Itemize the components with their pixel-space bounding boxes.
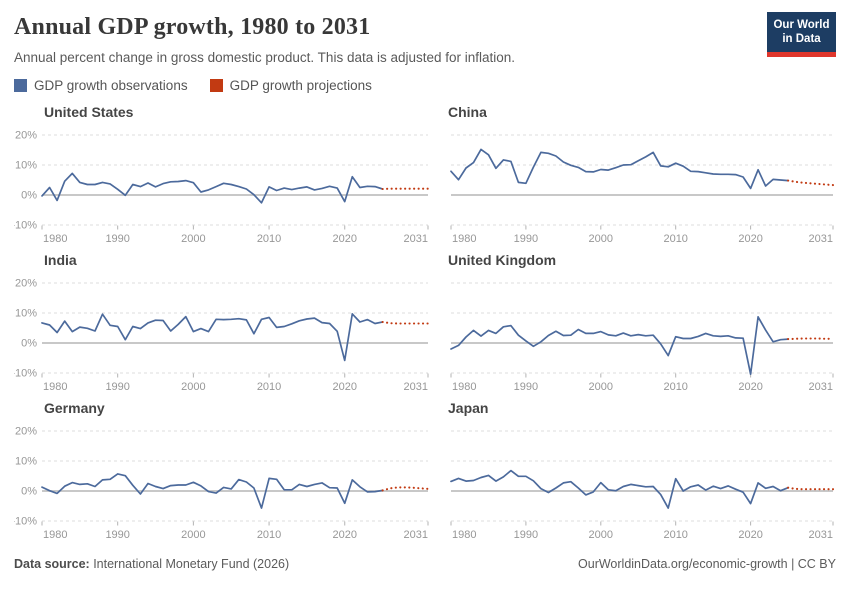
panel-germany: Germany 20% 10% 0% -10% 1980 1990 2000 2010 2020… xyxy=(14,399,448,547)
legend-projections-label: GDP growth projections xyxy=(229,78,372,93)
svg-text:1990: 1990 xyxy=(514,381,538,393)
legend-item-observations[interactable]: GDP growth observations xyxy=(14,78,188,93)
svg-text:2020: 2020 xyxy=(738,233,762,245)
svg-text:2020: 2020 xyxy=(333,529,357,541)
footer: Data source: International Monetary Fund… xyxy=(14,557,836,571)
svg-text:2010: 2010 xyxy=(663,381,687,393)
data-source-label: Data source: xyxy=(14,557,90,571)
svg-text:2000: 2000 xyxy=(589,381,613,393)
svg-text:20%: 20% xyxy=(15,130,37,142)
svg-text:-10%: -10% xyxy=(14,516,37,528)
svg-text:1980: 1980 xyxy=(452,381,476,393)
owid-logo-line2: in Data xyxy=(782,33,821,45)
svg-text:1990: 1990 xyxy=(105,529,129,541)
panel-japan: Japan 1980 1990 2000 2010 2020 2031 xyxy=(448,399,836,547)
svg-text:2020: 2020 xyxy=(333,233,357,245)
svg-text:10%: 10% xyxy=(15,308,37,320)
projections-swatch-icon xyxy=(209,79,223,92)
svg-text:1980: 1980 xyxy=(43,233,67,245)
svg-text:20%: 20% xyxy=(15,426,37,438)
svg-text:2000: 2000 xyxy=(589,233,613,245)
svg-text:2000: 2000 xyxy=(589,529,613,541)
svg-text:-10%: -10% xyxy=(14,368,37,380)
svg-text:2020: 2020 xyxy=(738,381,762,393)
panel-united-kingdom: United Kingdom 1980 1990 2000 2010 2020 2031 xyxy=(448,251,836,399)
svg-text:0%: 0% xyxy=(21,486,37,498)
svg-text:2010: 2010 xyxy=(257,381,281,393)
svg-text:1990: 1990 xyxy=(514,529,538,541)
line-chart-japan[interactable]: 1980 1990 2000 2010 2020 2031 xyxy=(448,421,836,547)
svg-text:2010: 2010 xyxy=(663,233,687,245)
svg-text:0%: 0% xyxy=(21,190,37,202)
svg-text:2020: 2020 xyxy=(333,381,357,393)
svg-text:1990: 1990 xyxy=(105,233,129,245)
svg-text:1980: 1980 xyxy=(43,381,67,393)
svg-text:-10%: -10% xyxy=(14,220,37,232)
svg-text:2000: 2000 xyxy=(181,381,205,393)
line-chart-united-states[interactable]: 20% 10% 0% -10% 1980 1990 2000 2010 2020 2031 xyxy=(14,125,434,251)
data-source-value: International Monetary Fund (2026) xyxy=(89,557,290,571)
svg-text:2010: 2010 xyxy=(257,233,281,245)
svg-text:2000: 2000 xyxy=(181,529,205,541)
data-source: Data source: International Monetary Fund… xyxy=(14,557,289,571)
svg-text:10%: 10% xyxy=(15,160,37,172)
svg-text:10%: 10% xyxy=(15,456,37,468)
panel-title: India xyxy=(44,252,77,268)
svg-text:1980: 1980 xyxy=(43,529,67,541)
svg-text:1990: 1990 xyxy=(105,381,129,393)
owid-logo[interactable]: Our World in Data xyxy=(767,12,836,57)
chart-subtitle: Annual percent change in gross domestic … xyxy=(14,50,516,65)
chart-container: Our World in Data Annual GDP growth, 198… xyxy=(14,12,836,571)
owid-logo-line1: Our World xyxy=(773,18,830,31)
svg-text:2031: 2031 xyxy=(809,233,833,245)
svg-text:0%: 0% xyxy=(21,338,37,350)
legend: GDP growth observations GDP growth proje… xyxy=(14,78,836,93)
panel-united-states: United States 20%10%0%-10%19801990200020… xyxy=(14,103,448,251)
legend-item-projections[interactable]: GDP growth projections xyxy=(209,78,372,93)
panel-india: India 20%10%0%-10%1980199020002010202020… xyxy=(14,251,448,399)
svg-text:2031: 2031 xyxy=(404,233,428,245)
page-title: Annual GDP growth, 1980 to 2031 xyxy=(14,14,371,40)
svg-text:2031: 2031 xyxy=(809,381,833,393)
panel-title: Germany xyxy=(44,400,105,416)
panel-title: Japan xyxy=(448,400,489,416)
line-chart-india[interactable]: 20% 10% 0% -10% 1980 1990 2000 2010 2020 2031 xyxy=(14,273,434,399)
observations-swatch-icon xyxy=(14,79,27,92)
svg-text:2031: 2031 xyxy=(809,529,833,541)
legend-observations-label: GDP growth observations xyxy=(34,78,188,93)
svg-text:1980: 1980 xyxy=(452,529,476,541)
svg-text:2000: 2000 xyxy=(181,233,205,245)
svg-text:2010: 2010 xyxy=(663,529,687,541)
svg-text:2031: 2031 xyxy=(404,381,428,393)
svg-text:2020: 2020 xyxy=(738,529,762,541)
panel-china: China 1980 1990 2000 2010 2020 2031 xyxy=(448,103,836,251)
footer-link[interactable]: OurWorldinData.org/economic-growth | CC … xyxy=(578,557,836,571)
svg-text:1990: 1990 xyxy=(514,233,538,245)
line-chart-united-kingdom[interactable]: 1980 1990 2000 2010 2020 2031 xyxy=(448,273,836,399)
svg-text:20%: 20% xyxy=(15,278,37,290)
line-chart-germany[interactable]: 20% 10% 0% -10% 1980 1990 2000 2010 2020 2031 xyxy=(14,421,434,547)
panel-title: China xyxy=(448,104,487,120)
svg-text:2031: 2031 xyxy=(404,529,428,541)
panel-title: United States xyxy=(44,104,134,120)
svg-text:2010: 2010 xyxy=(257,529,281,541)
line-chart-china[interactable]: 1980 1990 2000 2010 2020 2031 xyxy=(448,125,836,251)
facet-grid: United States 20%10%0%-10%19801990200020… xyxy=(14,103,836,547)
svg-text:1980: 1980 xyxy=(452,233,476,245)
panel-title: United Kingdom xyxy=(448,252,557,268)
